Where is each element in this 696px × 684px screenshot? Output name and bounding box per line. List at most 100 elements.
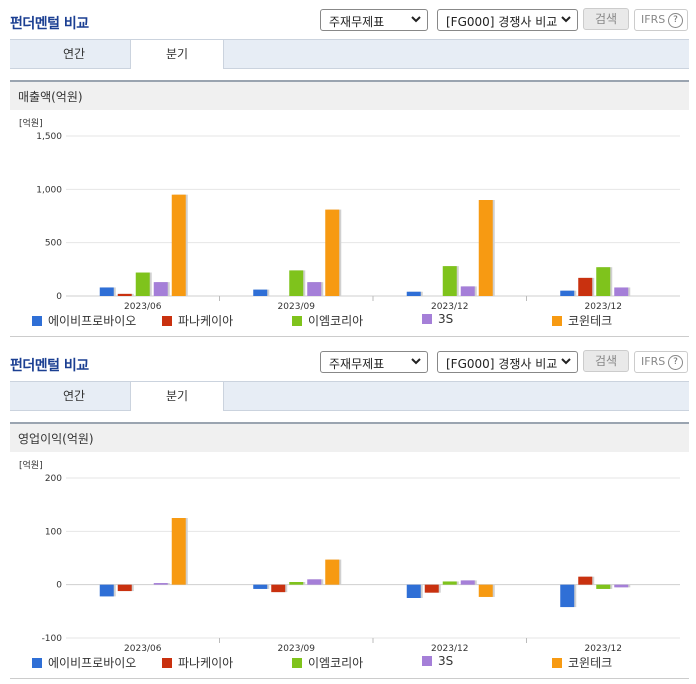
search-button[interactable]: 검색 [583, 8, 629, 30]
y-tick-label: -100 [42, 634, 63, 644]
panel-title: 펀더멘털 비교 [10, 358, 89, 374]
legend-swatch [162, 658, 172, 668]
bar-panacea [117, 293, 132, 296]
ifrs-label: IFRS [641, 13, 666, 26]
bar-abpro [99, 287, 114, 296]
legend-swatch [552, 316, 562, 326]
bar-panacea [271, 584, 286, 593]
bar-emkorea [442, 581, 457, 585]
ifrs-button[interactable]: IFRS ? [634, 9, 688, 31]
statement-select[interactable]: 주재무제표 [320, 9, 428, 31]
fundamental-panel-operating-profit: 펀더멘털 비교 주재무제표 [FG000] 경쟁사 비교 검색 IFRS ? 연… [0, 342, 696, 679]
bar-3s [614, 287, 629, 296]
bar-abpro [560, 290, 575, 296]
bar-emkorea [442, 266, 457, 296]
operating-profit-chart: [억원] -100 0 100 200 2023/06 2023/09 2023/12 2023… [19, 459, 680, 652]
legend-label: 3S [438, 654, 454, 668]
x-tick-label: 2023/09 [278, 644, 316, 652]
legend-item-emkorea[interactable]: 이엠코리아 [292, 654, 363, 671]
revenue-chart: [억원] 0 500 1,000 1,500 2023/06 2023/09 2023/12 2… [19, 117, 680, 310]
y-tick-label: 1,500 [36, 132, 62, 142]
panel-header: 펀더멘털 비교 주재무제표 [FG000] 경쟁사 비교 검색 IFRS ? [0, 342, 696, 380]
legend-swatch [32, 658, 42, 668]
y-tick-label: 0 [56, 581, 62, 591]
bar-panacea [578, 277, 593, 296]
bar-3s [460, 286, 475, 296]
legend-swatch [162, 316, 172, 326]
x-tick-label: 2023/06 [124, 302, 162, 310]
bar-cowintech [171, 194, 186, 296]
legend-swatch [422, 314, 432, 324]
legend-item-3s[interactable]: 3S [422, 312, 453, 326]
compare-select-value: [FG000] 경쟁사 비교 [446, 357, 558, 371]
bar-3s [614, 584, 629, 588]
tab-annual[interactable]: 연간 [62, 47, 86, 61]
bar-cowintech [478, 584, 493, 597]
bar-abpro [406, 291, 421, 296]
legend-item-panacea[interactable]: 파나케이아 [162, 312, 233, 329]
legend-item-emkorea[interactable]: 이엠코리아 [292, 312, 363, 329]
x-tick-label: 2023/06 [124, 644, 162, 652]
x-tick-label: 2023/12 [431, 302, 468, 310]
bar-abpro [99, 584, 114, 597]
chevron-down-icon [411, 16, 421, 23]
chart-legend: 에이비프로바이오 파나케이아 이엠코리아 3S 코윈테크 [10, 654, 689, 672]
tab-annual[interactable]: 연간 [62, 389, 86, 403]
bar-abpro [560, 584, 575, 608]
bar-emkorea [596, 267, 611, 296]
chart-subtitle: 매출액(억원) [10, 80, 689, 110]
legend-item-cowintech[interactable]: 코윈테크 [552, 654, 612, 671]
y-unit-label: [억원] [19, 459, 43, 471]
compare-select[interactable]: [FG000] 경쟁사 비교 [437, 351, 578, 373]
legend-item-cowintech[interactable]: 코윈테크 [552, 312, 612, 329]
search-button[interactable]: 검색 [583, 350, 629, 372]
legend-label: 파나케이아 [178, 656, 234, 670]
panel-title: 펀더멘털 비교 [10, 16, 89, 32]
x-tick-label: 2023/09 [278, 302, 316, 310]
bar-emkorea [289, 270, 304, 296]
chevron-down-icon [561, 16, 571, 23]
bar-emkorea [289, 582, 304, 585]
y-unit-label: [억원] [19, 117, 43, 129]
x-tick-label: 2023/12 [431, 644, 468, 652]
bar-3s [307, 282, 322, 296]
legend-swatch [292, 658, 302, 668]
legend-label: 에이비프로바이오 [48, 314, 137, 328]
tab-quarterly[interactable]: 분기 [130, 382, 224, 411]
chart-subtitle: 영업이익(억원) [10, 422, 689, 452]
y-tick-label: 0 [56, 292, 62, 302]
compare-select[interactable]: [FG000] 경쟁사 비교 [437, 9, 578, 31]
legend-label: 에이비프로바이오 [48, 656, 137, 670]
legend-label: 코윈테크 [568, 314, 613, 328]
help-icon: ? [668, 355, 683, 370]
tab-quarterly[interactable]: 분기 [130, 40, 224, 69]
statement-select-value: 주재무제표 [329, 15, 385, 29]
bar-3s [153, 583, 168, 585]
ifrs-button[interactable]: IFRS ? [634, 351, 688, 373]
legend-item-abpro[interactable]: 에이비프로바이오 [32, 312, 136, 329]
bar-3s [460, 580, 475, 585]
bar-panacea [578, 576, 593, 585]
fundamental-panel-revenue: 펀더멘털 비교 주재무제표 [FG000] 경쟁사 비교 검색 IFRS ? 연… [0, 0, 696, 337]
ifrs-label: IFRS [641, 355, 666, 368]
statement-select[interactable]: 주재무제표 [320, 351, 428, 373]
legend-item-abpro[interactable]: 에이비프로바이오 [32, 654, 136, 671]
legend-label: 코윈테크 [568, 656, 613, 670]
legend-item-panacea[interactable]: 파나케이아 [162, 654, 233, 671]
bar-emkorea [135, 272, 150, 296]
y-tick-label: 200 [45, 474, 62, 484]
help-icon: ? [668, 13, 683, 28]
y-tick-label: 100 [45, 527, 62, 537]
chevron-down-icon [411, 358, 421, 365]
bar-abpro [253, 289, 268, 296]
bar-abpro [253, 584, 268, 589]
bar-abpro [406, 584, 421, 598]
legend-swatch [32, 316, 42, 326]
legend-swatch [422, 656, 432, 666]
x-tick-label: 2023/12 [585, 302, 622, 310]
period-tabs: 연간 분기 [10, 39, 689, 69]
bar-cowintech [171, 518, 186, 585]
chevron-down-icon [561, 358, 571, 365]
period-tabs: 연간 분기 [10, 381, 689, 411]
legend-item-3s[interactable]: 3S [422, 654, 453, 668]
